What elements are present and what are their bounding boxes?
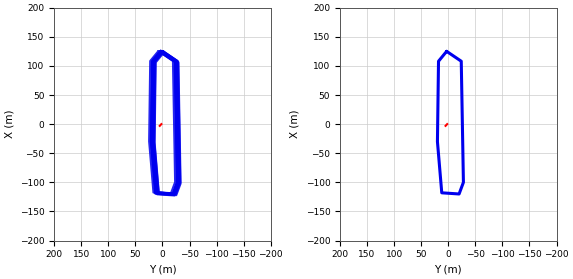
X-axis label: Y (m): Y (m) <box>434 265 462 275</box>
Y-axis label: X (m): X (m) <box>4 110 14 138</box>
X-axis label: Y (m): Y (m) <box>148 265 176 275</box>
Y-axis label: X (m): X (m) <box>290 110 300 138</box>
